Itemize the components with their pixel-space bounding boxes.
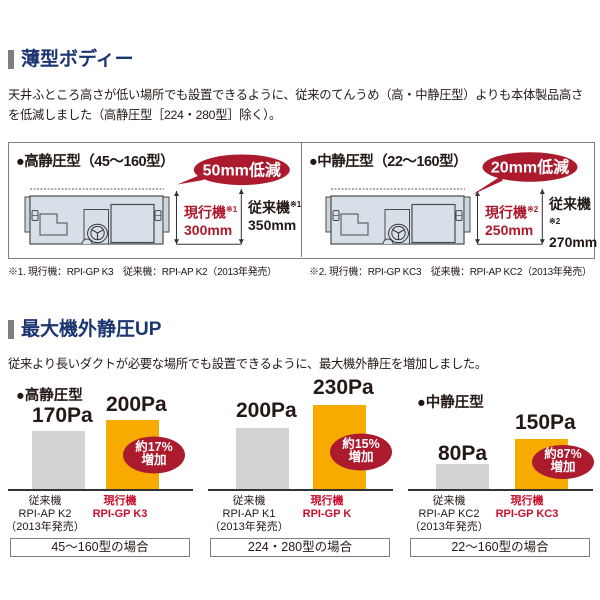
svg-text:20mm低減: 20mm低減 xyxy=(491,158,569,177)
svg-text:50mm低減: 50mm低減 xyxy=(203,161,281,180)
